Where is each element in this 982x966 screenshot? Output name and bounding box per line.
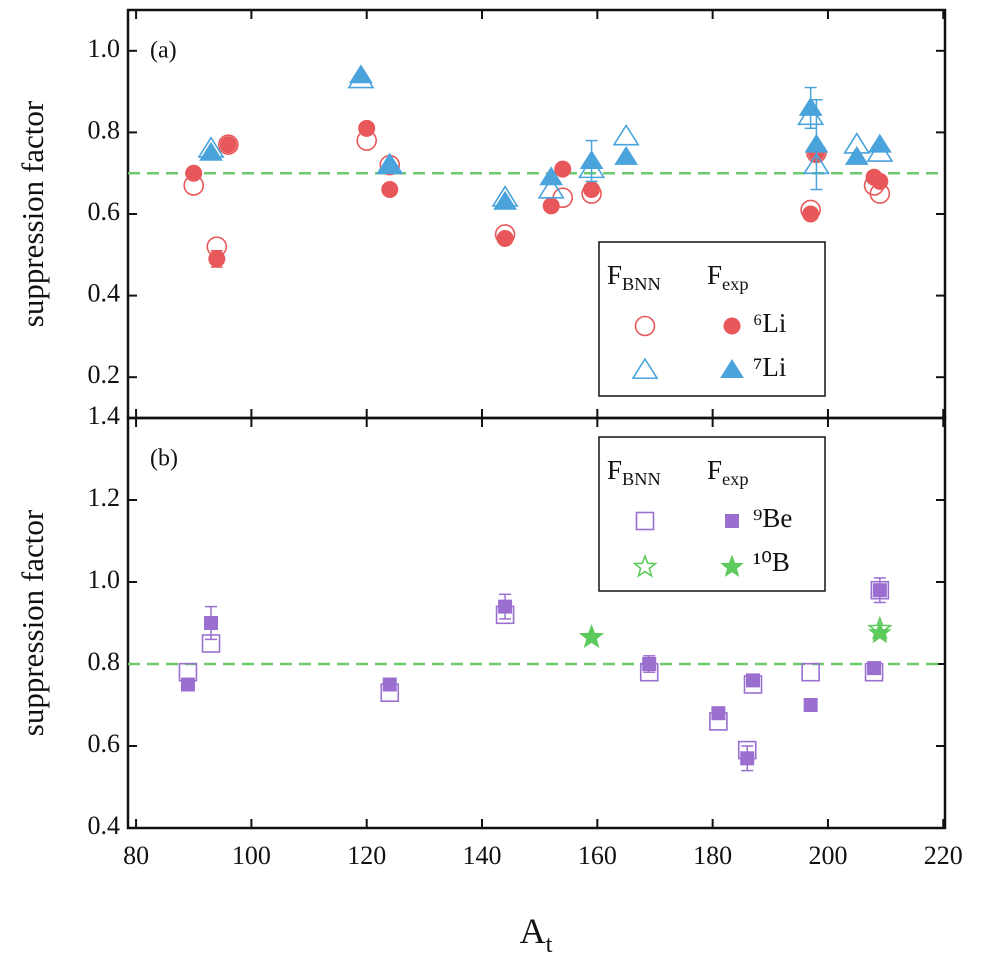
y-tick-label: 0.6 — [88, 197, 121, 226]
marker — [496, 229, 514, 247]
marker — [349, 64, 373, 84]
y-tick-label: 0.8 — [88, 647, 121, 676]
marker — [867, 661, 882, 676]
marker — [720, 359, 744, 378]
marker — [554, 160, 572, 178]
marker — [740, 751, 755, 766]
marker — [180, 677, 195, 692]
legend-label: ⁷Li — [753, 352, 786, 382]
marker — [199, 141, 223, 161]
x-tick-label: 160 — [578, 841, 617, 870]
marker — [218, 134, 239, 155]
marker — [579, 150, 604, 169]
plot-frame — [126, 416, 947, 830]
marker — [381, 181, 399, 199]
legend-label: ⁹Be — [753, 503, 792, 533]
marker — [376, 152, 404, 175]
label-sub: BNN — [622, 469, 661, 489]
panel-label: (b) — [150, 446, 178, 472]
marker — [844, 145, 869, 165]
label-sub: t — [546, 930, 553, 957]
y-tick-label: 0.8 — [88, 115, 121, 144]
legend-label: ¹⁰B — [753, 547, 790, 577]
marker — [798, 96, 823, 116]
marker — [358, 119, 376, 137]
label: FBNN — [607, 455, 661, 489]
marker — [493, 190, 517, 210]
marker — [746, 673, 761, 688]
marker — [803, 698, 818, 712]
marker — [612, 123, 640, 146]
label: At — [520, 911, 553, 957]
y-tick-label: 0.4 — [88, 811, 121, 840]
x-tick-label: 180 — [693, 841, 732, 870]
label-sub: exp — [722, 274, 749, 294]
x-tick-label: 200 — [808, 841, 847, 870]
y-axis-label: suppression factor — [15, 100, 50, 327]
marker — [542, 197, 560, 215]
marker — [498, 599, 513, 614]
label-main: A — [520, 911, 546, 951]
marker — [868, 620, 892, 644]
label-main: F — [607, 260, 622, 290]
marker — [711, 706, 726, 721]
marker — [634, 315, 656, 337]
x-tick-label: 100 — [232, 841, 271, 870]
marker — [642, 657, 657, 671]
label-main: F — [607, 455, 622, 485]
label-sub: BNN — [622, 274, 661, 294]
y-tick-label: 1.0 — [88, 34, 121, 63]
marker — [185, 164, 203, 182]
label: Fexp — [707, 260, 749, 294]
legend-label: ⁶Li — [753, 308, 786, 338]
marker — [539, 166, 564, 186]
x-tick-label: 140 — [463, 841, 502, 870]
marker — [804, 133, 829, 153]
marker — [725, 514, 739, 528]
marker — [723, 317, 741, 335]
marker — [801, 662, 820, 682]
panel-label: (a) — [150, 38, 177, 64]
marker — [867, 133, 892, 153]
x-tick-label: 220 — [924, 841, 963, 870]
marker — [204, 616, 219, 630]
marker — [635, 511, 655, 531]
marker — [537, 177, 565, 199]
label-main: F — [707, 260, 722, 290]
marker — [583, 181, 601, 199]
label: FBNN — [607, 260, 661, 294]
marker — [579, 624, 604, 648]
marker — [872, 583, 887, 598]
marker — [208, 250, 226, 268]
marker — [720, 554, 744, 578]
marker — [382, 677, 397, 692]
legend-box — [598, 241, 826, 397]
x-tick-label: 80 — [123, 841, 149, 870]
marker — [802, 205, 820, 223]
marker — [377, 154, 402, 174]
y-axis-label: suppression factor — [15, 509, 50, 736]
x-tick-label: 120 — [347, 841, 386, 870]
marker — [871, 172, 889, 190]
marker — [632, 553, 658, 578]
y-tick-label: 1.4 — [88, 401, 121, 430]
label-main: F — [707, 455, 722, 485]
y-tick-label: 0.4 — [88, 279, 121, 308]
marker — [631, 357, 659, 380]
label-sub: exp — [722, 469, 749, 489]
y-tick-label: 1.0 — [88, 565, 121, 594]
y-tick-label: 0.2 — [88, 360, 121, 389]
y-tick-label: 0.6 — [88, 729, 121, 758]
marker — [219, 136, 237, 154]
label: Fexp — [707, 455, 749, 489]
y-tick-label: 1.2 — [88, 483, 121, 512]
marker — [614, 145, 639, 165]
